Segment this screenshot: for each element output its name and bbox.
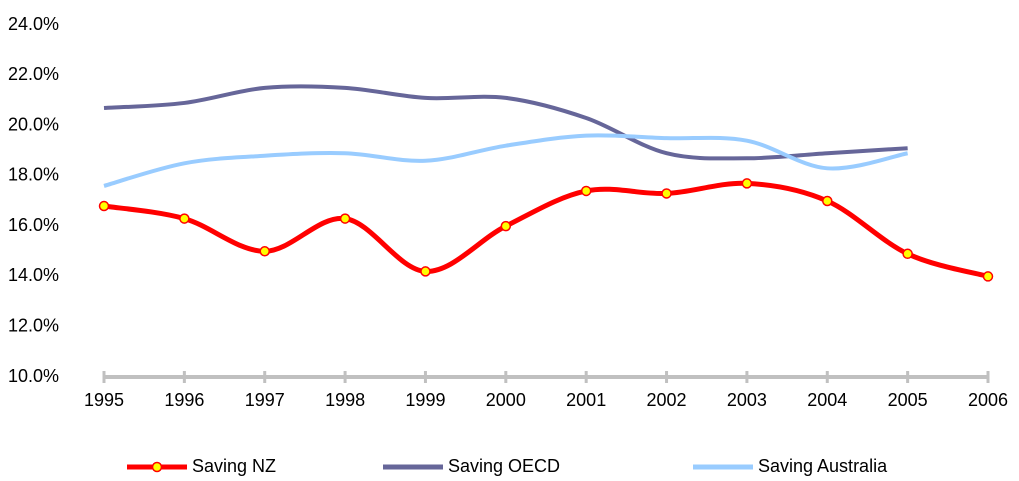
marker <box>179 213 190 224</box>
marker <box>339 213 351 224</box>
marker <box>902 248 913 260</box>
legend-label: Saving OECD <box>448 456 560 476</box>
x-tick-label: 1998 <box>325 390 365 410</box>
marker <box>661 188 672 199</box>
y-tick-label: 24.0% <box>8 14 59 34</box>
x-tick-label: 2005 <box>888 390 928 410</box>
y-tick-label: 18.0% <box>8 165 59 185</box>
y-tick-label: 16.0% <box>8 215 59 235</box>
marker <box>580 185 592 197</box>
y-tick-label: 10.0% <box>8 366 59 386</box>
series-line <box>103 180 989 279</box>
x-tick-label: 2000 <box>486 390 526 410</box>
x-tick-label: 2006 <box>968 390 1008 410</box>
marker <box>420 266 431 277</box>
series-line <box>103 84 908 161</box>
x-tick-label: 2001 <box>566 390 606 410</box>
y-tick-label: 14.0% <box>8 265 59 285</box>
x-tick-label: 2002 <box>647 390 687 410</box>
x-tick-label: 1999 <box>405 390 445 410</box>
marker <box>500 220 512 232</box>
x-tick-label: 2004 <box>807 390 847 410</box>
legend-marker <box>151 461 163 473</box>
marker <box>98 200 110 212</box>
x-tick-label: 1997 <box>245 390 285 410</box>
legend-label: Saving NZ <box>192 456 276 476</box>
marker <box>822 195 833 207</box>
marker <box>982 271 994 282</box>
marker <box>741 178 753 189</box>
x-tick-label: 2003 <box>727 390 767 410</box>
series-line <box>103 133 909 188</box>
x-tick-label: 1996 <box>164 390 204 410</box>
marker <box>259 246 270 257</box>
legend-label: Saving Australia <box>758 456 888 476</box>
x-tick-label: 1995 <box>84 390 124 410</box>
y-tick-label: 22.0% <box>8 64 59 84</box>
y-tick-label: 12.0% <box>8 315 59 335</box>
y-tick-label: 20.0% <box>8 114 59 134</box>
